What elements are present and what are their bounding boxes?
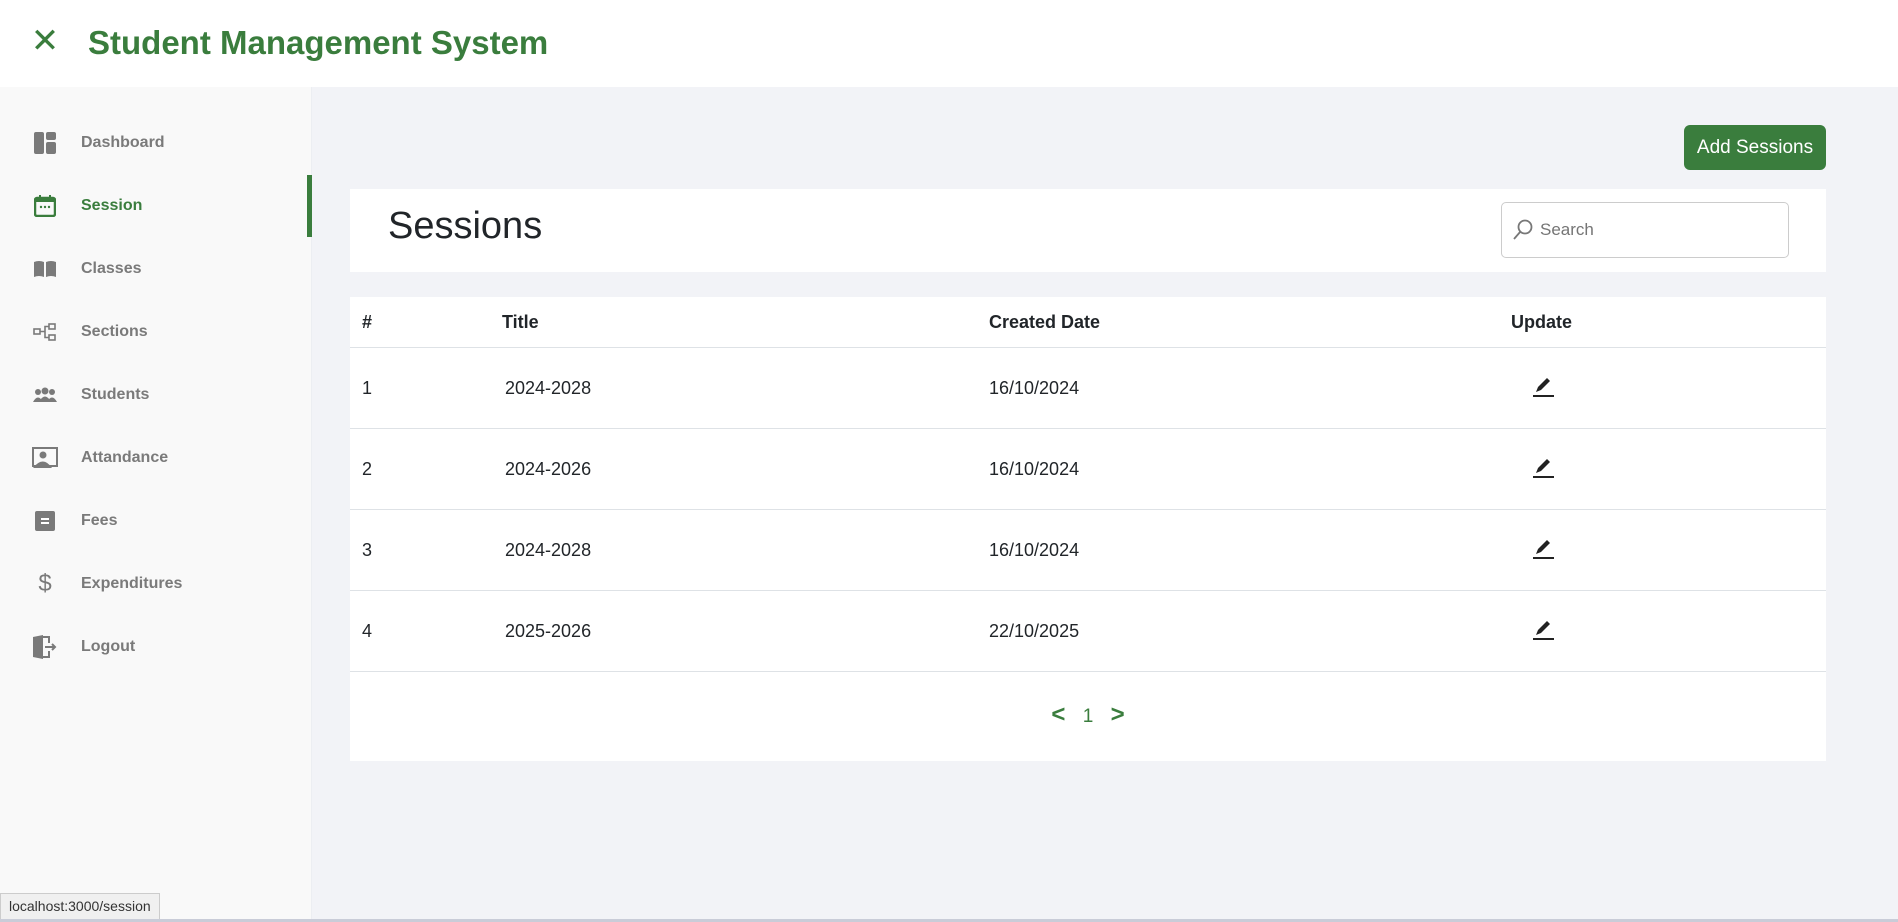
search-icon [1512, 218, 1534, 247]
column-header-number: # [362, 312, 373, 332]
person-board-icon [32, 445, 58, 471]
add-sessions-button[interactable]: Add Sessions [1684, 125, 1826, 170]
sidebar-item-label: Fees [81, 512, 118, 529]
sidebar-item-students[interactable]: Students [0, 370, 312, 420]
sidebar-item-label: Expenditures [81, 575, 183, 592]
sidebar-item-classes[interactable]: Classes [0, 244, 312, 294]
previous-page-button[interactable]: < [1051, 701, 1066, 728]
sessions-header-card: Sessions [350, 189, 1826, 272]
next-page-button[interactable]: > [1110, 701, 1125, 728]
book-icon [32, 256, 58, 282]
row-number: 4 [362, 621, 373, 641]
users-icon [32, 382, 58, 408]
sidebar-item-label: Attandance [81, 449, 169, 466]
app-title: Student Management System [88, 24, 549, 61]
edit-icon[interactable] [1531, 456, 1555, 480]
sidebar-item-logout[interactable]: Logout [0, 622, 312, 672]
sidebar-item-dashboard[interactable]: Dashboard [0, 118, 312, 168]
edit-icon[interactable] [1531, 537, 1555, 561]
dashboard-icon [32, 130, 58, 156]
page-title: Sessions [388, 205, 543, 247]
table-row: 4 2025-2026 22/10/2025 [350, 591, 1826, 672]
edit-icon[interactable] [1531, 618, 1555, 642]
hierarchy-icon [32, 319, 58, 345]
dollar-icon: $ [38, 570, 52, 597]
row-title: 2024-2028 [505, 378, 592, 398]
column-header-created-date[interactable]: Created Date [989, 312, 1101, 332]
table-row: 1 2024-2028 16/10/2024 [350, 348, 1826, 429]
row-created-date: 16/10/2024 [989, 459, 1080, 479]
sidebar-item-attandance[interactable]: Attandance [0, 433, 312, 483]
calendar-icon [32, 193, 58, 219]
pagination: < 1 > [350, 701, 1826, 729]
sidebar: Dashboard Session Classes Sections Stude… [0, 87, 312, 922]
row-created-date: 22/10/2025 [989, 621, 1080, 641]
column-header-update: Update [1511, 312, 1573, 332]
sidebar-item-label: Dashboard [81, 134, 165, 151]
table-row: 3 2024-2028 16/10/2024 [350, 510, 1826, 591]
sidebar-item-label: Students [81, 386, 150, 403]
search-box[interactable] [1501, 202, 1789, 258]
row-created-date: 16/10/2024 [989, 378, 1080, 398]
row-number: 1 [362, 378, 373, 398]
sidebar-item-sections[interactable]: Sections [0, 307, 312, 357]
row-title: 2024-2026 [505, 459, 592, 479]
row-title: 2024-2028 [505, 540, 592, 560]
close-icon[interactable]: ✕ [30, 22, 60, 60]
document-icon [32, 508, 58, 534]
sidebar-item-fees[interactable]: Fees [0, 496, 312, 546]
sidebar-item-label: Logout [81, 638, 136, 655]
row-number: 3 [362, 540, 373, 560]
sidebar-item-label: Sections [81, 323, 148, 340]
page-number[interactable]: 1 [1082, 706, 1094, 727]
table-header-row: # Title Created Date Update [350, 297, 1826, 348]
window-bottom-border [0, 919, 1898, 922]
row-created-date: 16/10/2024 [989, 540, 1080, 560]
row-number: 2 [362, 459, 373, 479]
table-row: 2 2024-2026 16/10/2024 [350, 429, 1826, 510]
logout-icon [32, 634, 58, 660]
row-title: 2025-2026 [505, 621, 592, 641]
sidebar-item-session[interactable]: Session [0, 175, 312, 237]
status-bar-url: localhost:3000/session [0, 893, 160, 920]
edit-icon[interactable] [1531, 375, 1555, 399]
column-header-title[interactable]: Title [502, 312, 539, 332]
sessions-table: # Title Created Date Update 1 2024-2028 … [350, 297, 1826, 761]
search-input[interactable] [1540, 220, 1770, 240]
app-header: ✕ Student Management System [0, 0, 1898, 87]
sidebar-item-label: Session [81, 197, 143, 214]
sidebar-item-label: Classes [81, 260, 142, 277]
sidebar-item-expenditures[interactable]: $ Expenditures [0, 559, 312, 609]
